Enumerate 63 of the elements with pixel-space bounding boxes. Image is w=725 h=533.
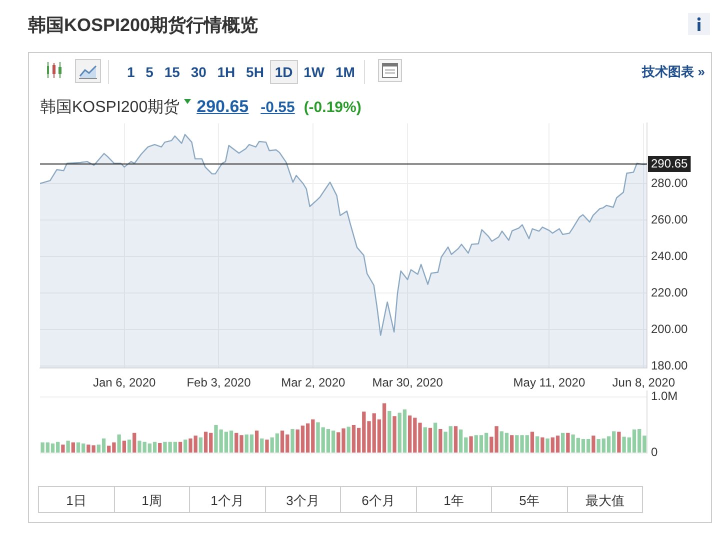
bar xyxy=(198,437,203,453)
bar xyxy=(71,442,75,453)
x-tick-label: Jan 6, 2020 xyxy=(92,376,156,390)
bar xyxy=(117,434,121,453)
y-tick-label: 1.0M xyxy=(651,389,678,404)
bar xyxy=(561,432,565,453)
y-tick-label: 260.00 xyxy=(651,212,688,226)
chart-title: 韩国KOSPI200期货行情概览 xyxy=(28,14,258,37)
bar xyxy=(592,436,596,453)
bar xyxy=(438,428,442,453)
text: 290.65 xyxy=(196,97,249,117)
text: (-0.19%) xyxy=(304,99,362,116)
bar xyxy=(546,438,550,453)
text: 3个月 xyxy=(264,486,341,513)
bar xyxy=(346,426,350,453)
bar xyxy=(178,442,182,453)
text: 1 5 15 30 1H 5H 1D 1W 1M xyxy=(127,63,355,82)
y-tick-label: 220.00 xyxy=(651,285,688,300)
bar xyxy=(388,411,392,453)
y-tick-label: 0 xyxy=(651,445,658,460)
bar xyxy=(290,428,294,453)
bar xyxy=(61,444,65,453)
bar xyxy=(510,435,514,453)
y-tick-label: 200.00 xyxy=(651,322,688,336)
y-tick-label: 180.00 xyxy=(651,358,688,372)
y-tick-label: 280.00 xyxy=(651,176,688,190)
bar xyxy=(66,440,70,453)
text: 1日 xyxy=(38,486,114,513)
bar xyxy=(566,432,570,453)
bar xyxy=(617,432,621,453)
text: 6个月 xyxy=(340,486,416,513)
text: 1周 xyxy=(114,486,190,513)
bar xyxy=(454,426,458,453)
y-tick-label: 240.00 xyxy=(651,248,688,263)
bar xyxy=(536,436,540,453)
bar xyxy=(132,432,136,453)
bar xyxy=(428,428,432,453)
x-tick-label: May 11, 2020 xyxy=(513,376,586,390)
bar xyxy=(122,440,126,453)
text: 最大值 xyxy=(566,486,643,513)
x-tick-label: Mar 2, 2020 xyxy=(281,376,346,390)
bar xyxy=(254,430,259,453)
bar xyxy=(530,432,534,453)
bar xyxy=(265,440,269,453)
text: 1个月 xyxy=(189,486,266,513)
text: 技术图表 » xyxy=(642,63,705,81)
text: -0.55 xyxy=(260,99,295,116)
bar xyxy=(392,416,396,453)
bar xyxy=(423,427,427,453)
bar xyxy=(433,422,438,453)
chart-subtitle: 韩国KOSPI200期货 xyxy=(40,98,180,118)
bar xyxy=(127,440,132,453)
bar xyxy=(469,436,473,453)
text: 1年 xyxy=(416,486,492,513)
x-tick-label: Mar 30, 2020 xyxy=(372,376,444,390)
bar xyxy=(158,442,162,453)
bar xyxy=(184,440,188,453)
bar xyxy=(540,437,544,453)
x-tick-label: Jun 8, 2020 xyxy=(612,376,676,390)
x-tick-label: Feb 3, 2020 xyxy=(186,376,252,390)
text: 5年 xyxy=(491,486,568,513)
ref-line-label: 290.65 xyxy=(651,156,688,170)
bar xyxy=(260,438,264,453)
